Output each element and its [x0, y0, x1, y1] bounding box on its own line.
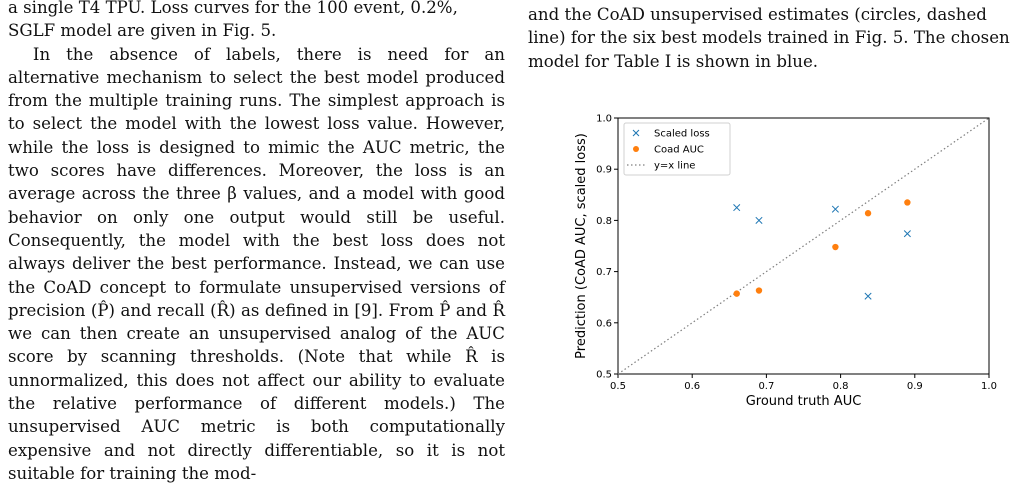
coad-auc-point — [864, 210, 872, 217]
legend-marker-x — [632, 129, 640, 137]
legend-label: Coad AUC — [654, 145, 704, 156]
y-tick-label: 0.8 — [596, 216, 612, 227]
y-tick-label: 0.6 — [596, 318, 612, 329]
body-paragraph: In the absence of labels, there is need … — [8, 44, 505, 483]
scatter-chart: 0.5 0.6 0.7 0.8 0.9 1.0 0.5 0.6 0.7 0.8 0.9 1.0 Grou… — [574, 114, 997, 410]
plot-frame — [617, 117, 990, 375]
legend-marker-circle — [633, 146, 639, 152]
x-axis-label: Ground truth AUC — [746, 394, 862, 409]
x-tick-label: 0.8 — [833, 381, 849, 392]
coad-auc-point — [832, 243, 839, 251]
y-axis-label: Prediction (CoAD AUC, scaled loss) — [574, 133, 589, 359]
text-line: SGLF model are given in Fig. 5. — [8, 21, 277, 41]
scaled-loss-point — [864, 292, 872, 300]
scaled-loss-point — [733, 204, 741, 212]
coad-auc-point — [755, 287, 763, 294]
coad-auc-point — [904, 199, 911, 206]
y-tick-label: 1.0 — [596, 114, 612, 125]
x-tick-label: 1.0 — [981, 381, 997, 392]
scatter-figure: 0.5 0.6 0.7 0.8 0.9 1.0 0.5 0.6 0.7 0.8 0.9 1.0 Grou… — [520, 108, 1029, 437]
text-line: a single T4 TPU. Loss curves for the 100… — [8, 0, 458, 17]
coad-auc-point — [733, 290, 740, 297]
legend-label: Scaled loss — [654, 129, 710, 140]
legend-label: y=x line — [654, 161, 695, 172]
x-tick-label: 0.6 — [684, 381, 700, 392]
y-tick-label: 0.9 — [596, 165, 612, 176]
caption-text: and the CoAD unsupervised estimates (cir… — [528, 5, 1010, 71]
x-tick-label: 0.7 — [758, 381, 774, 392]
scaled-loss-point — [831, 205, 839, 213]
scaled-loss-point — [755, 216, 763, 224]
y-tick-label: 0.5 — [596, 370, 612, 381]
legend-box — [623, 122, 731, 176]
x-tick-label: 0.9 — [907, 381, 923, 392]
identity-line — [617, 117, 990, 375]
y-tick-label: 0.7 — [596, 267, 612, 278]
left-text-column: a single T4 TPU. Loss curves for the 100… — [8, 0, 505, 485]
x-tick-label: 0.5 — [610, 381, 626, 392]
scaled-loss-point — [903, 230, 911, 238]
figure-caption: and the CoAD unsupervised estimates (cir… — [528, 3, 1024, 73]
